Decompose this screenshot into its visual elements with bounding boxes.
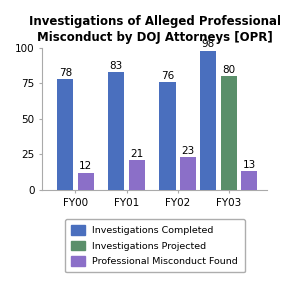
Bar <box>57 79 73 190</box>
Bar <box>108 72 124 190</box>
Text: 21: 21 <box>130 149 143 159</box>
Bar <box>200 51 216 190</box>
Legend: Investigations Completed, Investigations Projected, Professional Misconduct Foun: Investigations Completed, Investigations… <box>65 219 244 272</box>
Bar <box>129 160 145 190</box>
Text: 76: 76 <box>161 71 174 81</box>
Text: 78: 78 <box>59 68 72 78</box>
Bar <box>221 76 237 190</box>
Bar <box>180 157 196 190</box>
Bar <box>78 173 94 190</box>
Text: 23: 23 <box>181 146 195 156</box>
Text: 80: 80 <box>222 65 235 75</box>
Title: Investigations of Alleged Professional
Misconduct by DOJ Attorneys [OPR]: Investigations of Alleged Professional M… <box>29 15 281 44</box>
Text: 98: 98 <box>202 39 215 49</box>
Text: 12: 12 <box>79 161 92 171</box>
Bar <box>159 82 176 190</box>
Text: 13: 13 <box>243 160 256 170</box>
Bar <box>241 171 257 190</box>
Text: 83: 83 <box>110 61 123 71</box>
